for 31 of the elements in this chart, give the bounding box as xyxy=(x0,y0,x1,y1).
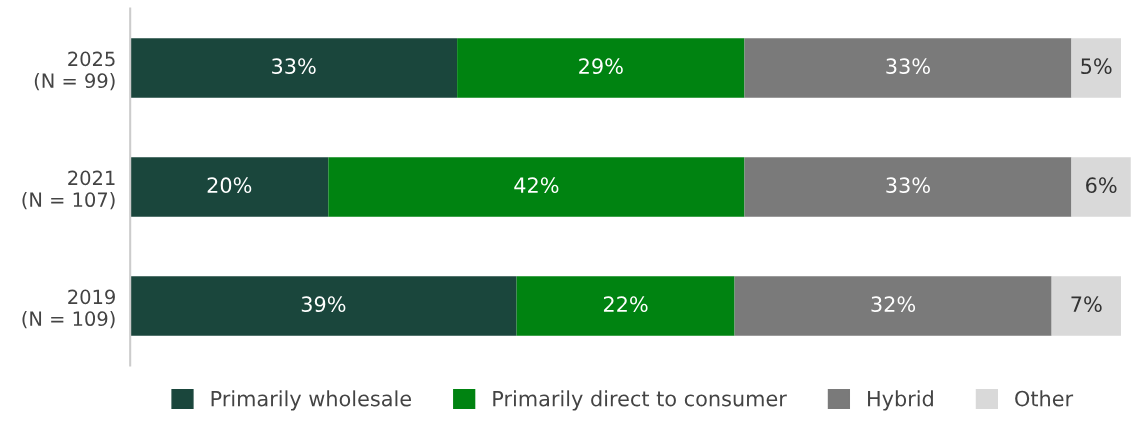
bar xyxy=(130,157,329,217)
bar xyxy=(516,276,735,336)
data-label: 22% xyxy=(603,296,648,313)
data-label: 33% xyxy=(886,58,930,75)
bar xyxy=(130,38,458,98)
data-label: 42% xyxy=(514,177,559,194)
data-label: 39% xyxy=(301,296,346,313)
bar xyxy=(328,157,745,217)
data-label: 29% xyxy=(579,58,623,75)
data-label: 5% xyxy=(1081,58,1112,75)
legend-label: Primarily wholesale xyxy=(211,390,412,411)
bar xyxy=(130,276,517,336)
data-label: 33% xyxy=(886,177,930,194)
y-tick-label: 2021 (N = 107) xyxy=(22,170,115,210)
bar xyxy=(734,276,1052,336)
legend-label: Hybrid xyxy=(868,390,933,411)
data-label: 7% xyxy=(1071,296,1102,313)
y-tick-label: 2019 (N = 109) xyxy=(22,289,115,329)
bar xyxy=(1071,38,1121,98)
bar xyxy=(744,157,1072,217)
bar xyxy=(1071,157,1131,217)
legend-label: Other xyxy=(1015,390,1074,407)
data-label: 33% xyxy=(272,58,316,75)
legend-label: Primarily direct to consumer xyxy=(493,390,787,411)
data-label: 20% xyxy=(207,177,252,194)
y-tick-label: 2025 (N = 99) xyxy=(34,51,115,91)
data-label: 32% xyxy=(871,296,916,313)
bar xyxy=(1051,276,1121,336)
bar xyxy=(744,38,1072,98)
data-label: 6% xyxy=(1086,177,1117,194)
bar xyxy=(457,38,745,98)
